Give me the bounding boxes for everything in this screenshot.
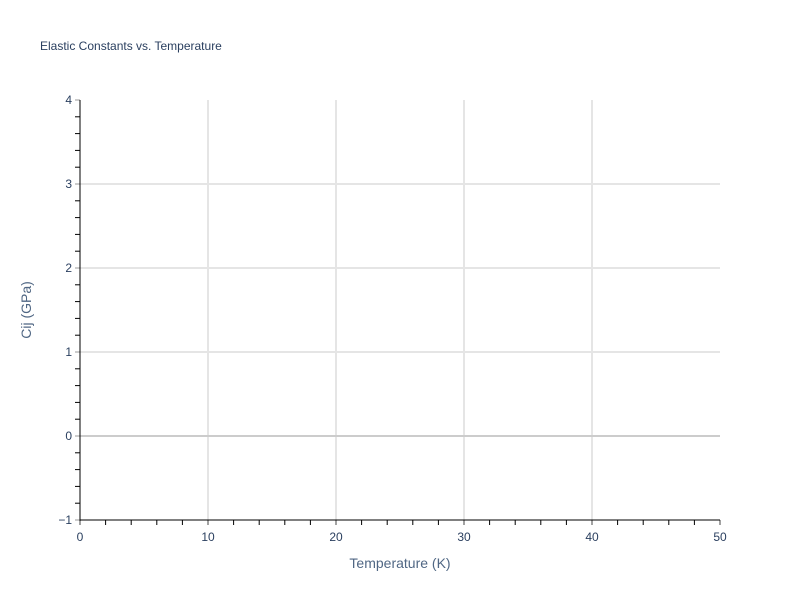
x-tick-label: 50 <box>713 530 727 544</box>
y-tick-label: 4 <box>65 93 72 107</box>
x-tick-label: 20 <box>329 530 343 544</box>
chart-title: Elastic Constants vs. Temperature <box>40 39 222 53</box>
x-tick-label: 0 <box>77 530 84 544</box>
x-axis-title: Temperature (K) <box>349 555 450 571</box>
y-tick-label: 0 <box>65 429 72 443</box>
y-tick-label: 3 <box>65 177 72 191</box>
y-tick-label: 1 <box>65 345 72 359</box>
y-axis-title: Cij (GPa) <box>18 281 34 339</box>
grid <box>80 100 720 520</box>
y-tick-label: −1 <box>58 513 72 527</box>
x-tick-label: 30 <box>457 530 471 544</box>
y-tick-label: 2 <box>65 261 72 275</box>
x-tick-label: 10 <box>201 530 215 544</box>
axes: 0 10 20 30 40 50 −1 0 1 2 3 4 <box>58 93 727 544</box>
x-tick-label: 40 <box>585 530 599 544</box>
